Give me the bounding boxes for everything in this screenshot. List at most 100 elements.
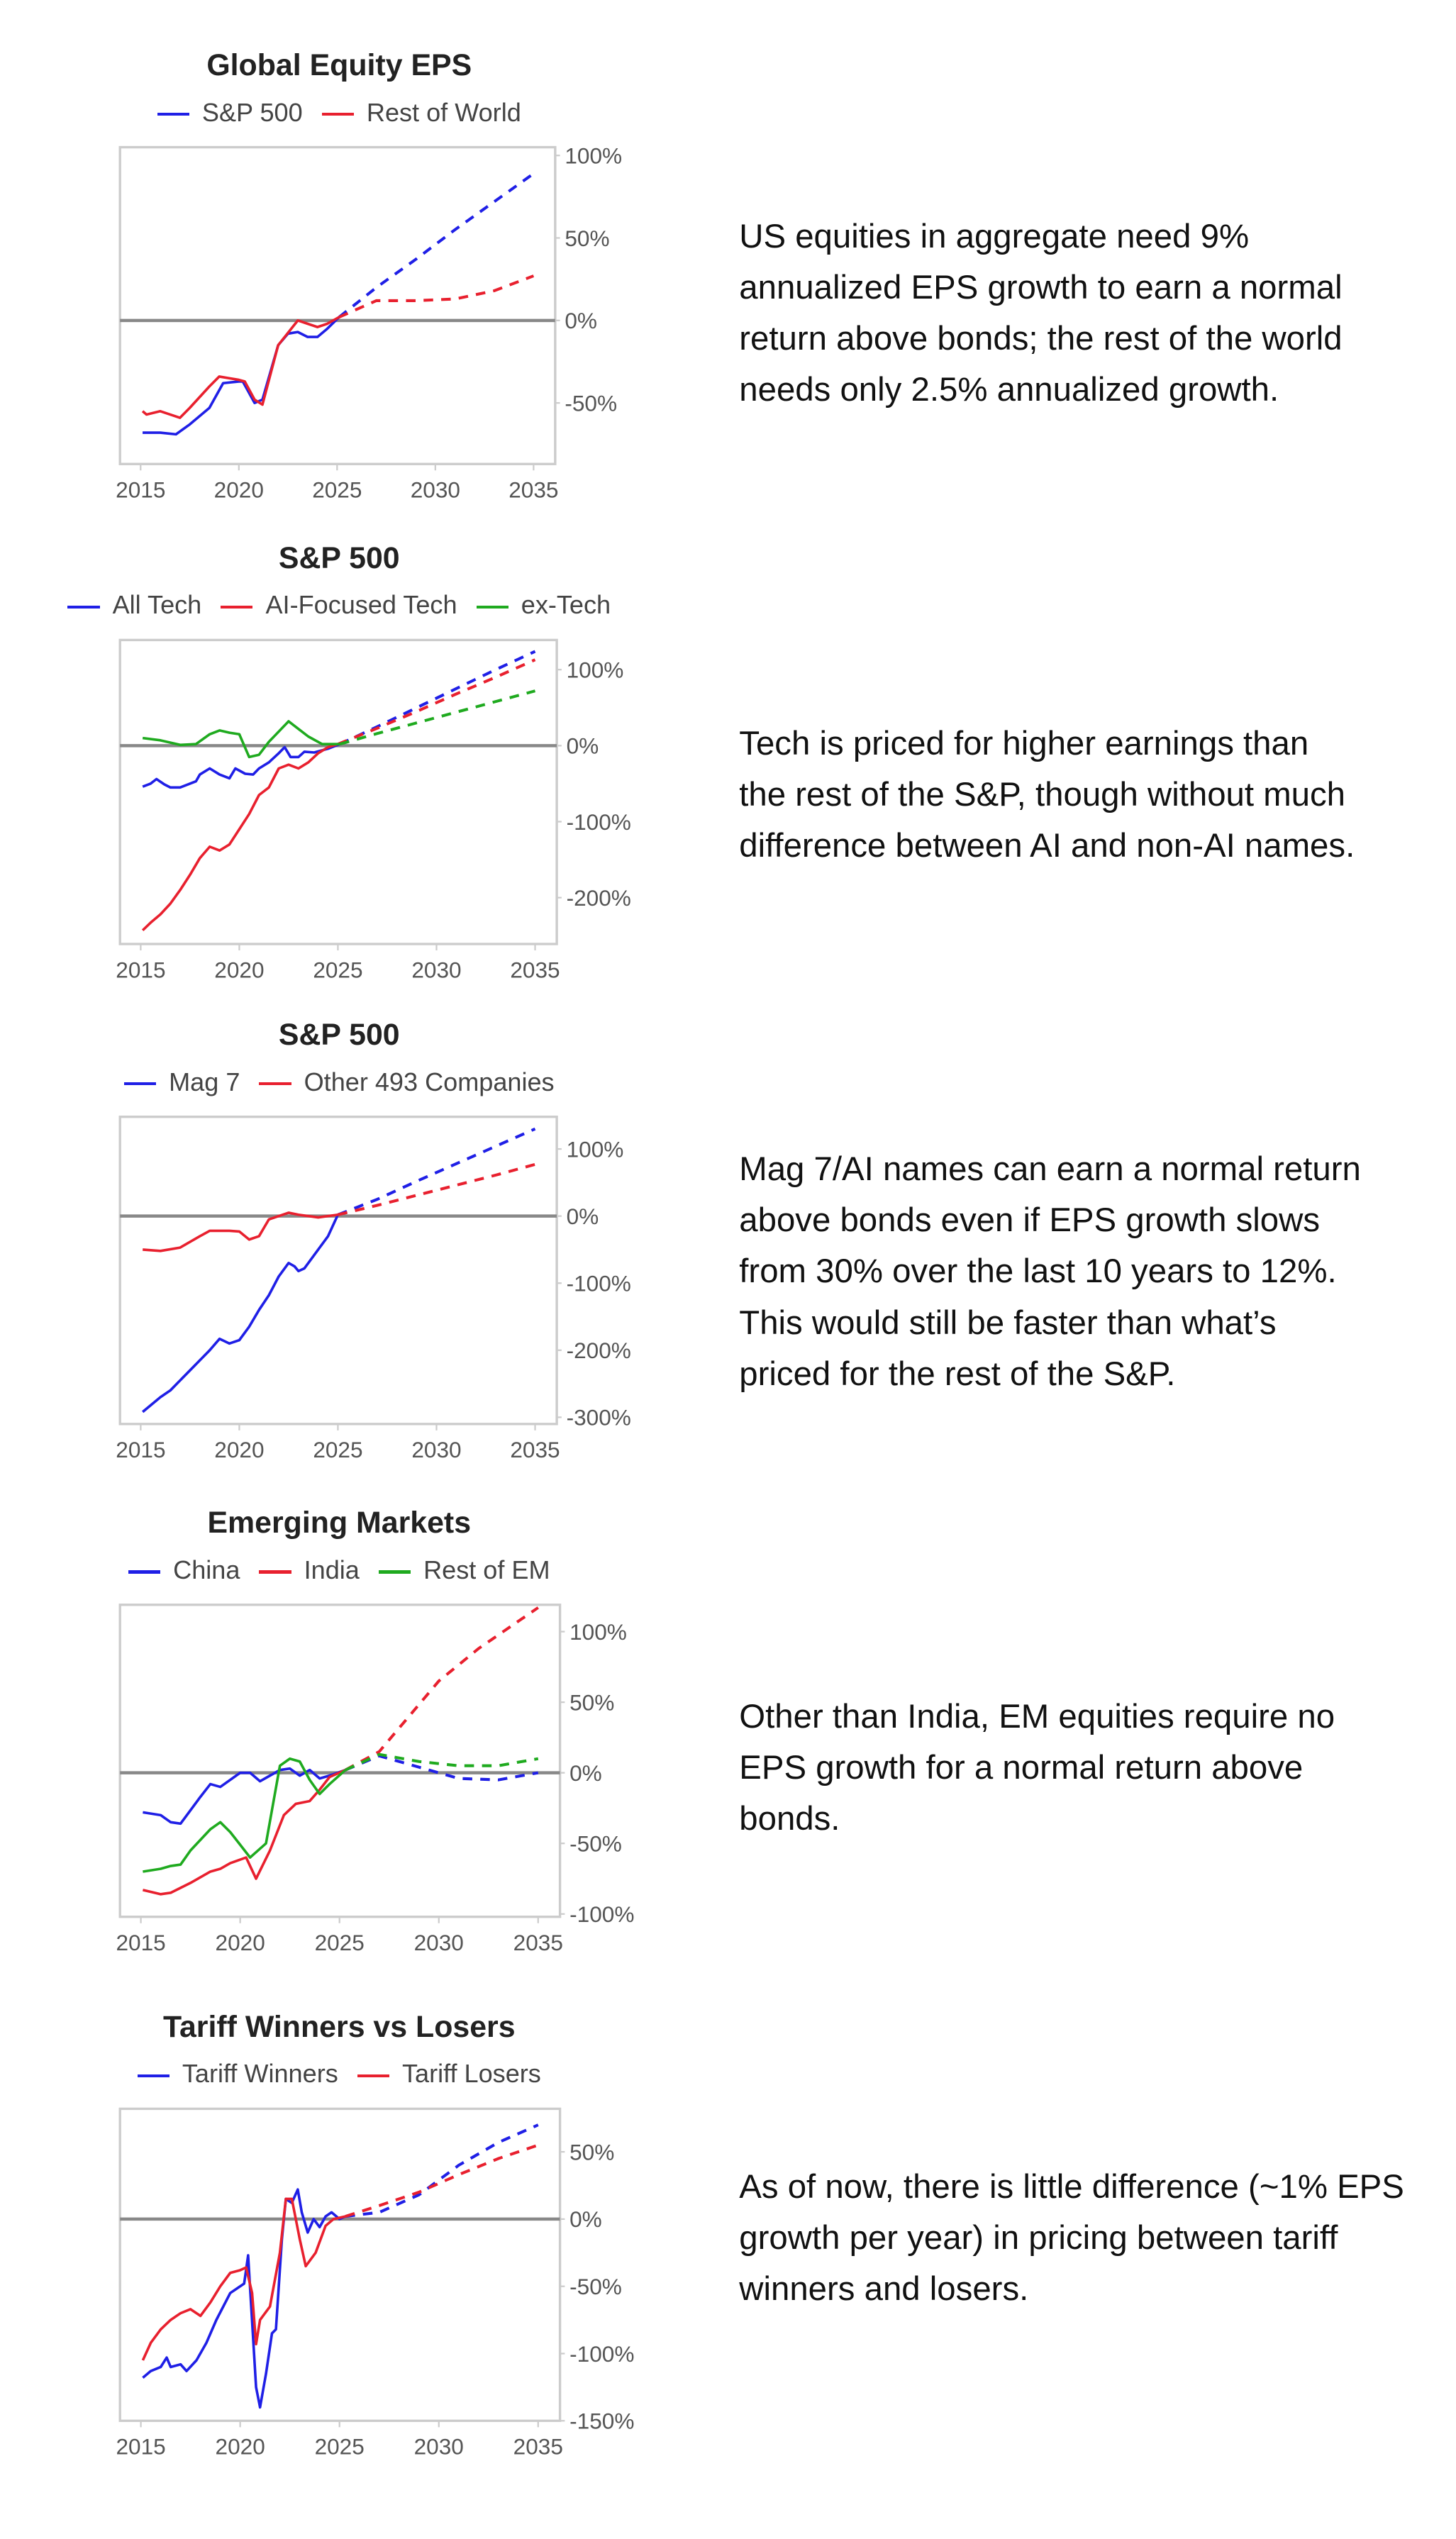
legend-item: AI-Focused Tech	[221, 590, 457, 620]
x-tick-label: 2015	[116, 1437, 165, 1462]
legend-label: Tariff Winners	[182, 2059, 338, 2089]
legend-label: India	[304, 1555, 360, 1584]
legend-swatch-icon	[321, 112, 354, 116]
y-tick-label: -200%	[567, 1338, 631, 1363]
commentary-line: US equities in aggregate need 9%	[739, 217, 1250, 255]
x-tick-label: 2020	[216, 2434, 265, 2460]
series-line-projection	[345, 1754, 539, 1782]
series-line-projection	[345, 2123, 539, 2218]
legend-label: ex-Tech	[521, 590, 611, 620]
chart-title: S&P 500	[278, 1017, 400, 1052]
legend-label: Mag 7	[169, 1067, 240, 1096]
x-tick-label: 2035	[510, 1437, 560, 1462]
x-tick-label: 2025	[313, 1437, 362, 1462]
x-tick-label: 2015	[116, 1930, 165, 1955]
y-tick-label: 100%	[565, 143, 622, 168]
series-line-historical	[142, 2188, 346, 2409]
x-tick-label: 2025	[315, 2434, 365, 2460]
chart-legend: All Tech AI-Focused Tech ex-Tech	[0, 590, 679, 620]
series-line-historical	[142, 720, 340, 759]
commentary-line: bonds.	[739, 1799, 840, 1838]
commentary-line: the rest of the S&P, though without much	[739, 776, 1346, 814]
series-line-projection	[345, 2143, 539, 2218]
series-line-historical	[142, 1214, 340, 1413]
legend-swatch-icon	[221, 605, 253, 609]
legend-swatch-icon	[476, 605, 509, 609]
x-tick-label: 2030	[411, 477, 460, 503]
x-tick-label: 2015	[116, 957, 165, 982]
chart-title: S&P 500	[278, 540, 400, 575]
legend-item: Other 493 Companies	[259, 1067, 555, 1097]
legend-item: Rest of World	[321, 97, 521, 128]
chart-title: Global Equity EPS	[206, 48, 472, 82]
legend-label: Rest of World	[366, 97, 521, 127]
commentary-line: winners and losers.	[739, 2270, 1029, 2309]
x-tick-label: 2035	[513, 1930, 563, 1955]
legend-label: S&P 500	[201, 97, 303, 127]
legend-label: China	[173, 1555, 240, 1584]
x-tick-label: 2025	[313, 957, 362, 982]
y-tick-label: -100%	[569, 2341, 634, 2367]
legend-item: S&P 500	[157, 98, 303, 128]
y-tick-label: -100%	[567, 1271, 631, 1296]
y-tick-label: 50%	[569, 2139, 614, 2165]
series-line-historical	[141, 2197, 346, 2361]
legend-item: Mag 7	[123, 1067, 240, 1097]
x-tick-label: 2025	[315, 1930, 365, 1955]
commentary-line: EPS growth for a normal return above	[739, 1748, 1304, 1787]
x-tick-label: 2025	[312, 477, 362, 503]
commentary-line: Other than India, EM equities require no	[739, 1697, 1335, 1735]
y-tick-label: 100%	[569, 1619, 627, 1645]
legend-swatch-icon	[378, 1570, 411, 1574]
commentary-line: As of now, there is little difference (~…	[739, 2167, 1404, 2206]
legend-label: Tariff Losers	[401, 2059, 541, 2089]
legend-item: All Tech	[67, 590, 201, 620]
commentary-line: difference between AI and non-AI names.	[739, 827, 1355, 865]
series-line-projection	[338, 274, 535, 319]
x-tick-label: 2020	[216, 1930, 265, 1955]
y-tick-label: 0%	[567, 1204, 599, 1229]
x-tick-label: 2020	[214, 477, 264, 503]
commentary-line: priced for the rest of the S&P.	[739, 1355, 1176, 1393]
commentary-line: from 30% over the last 10 years to 12%.	[739, 1252, 1337, 1291]
x-tick-label: 2035	[513, 2434, 563, 2460]
series-line-historical	[143, 316, 340, 436]
series-line-historical	[143, 1211, 338, 1252]
y-tick-label: -50%	[565, 390, 617, 416]
legend-swatch-icon	[128, 1570, 161, 1574]
commentary-text: As of now, there is little difference (~…	[739, 2162, 1404, 2316]
y-tick-label: -300%	[567, 1405, 631, 1430]
series-line-historical	[141, 743, 338, 932]
series-line-historical	[142, 743, 340, 789]
series-line-projection	[339, 650, 536, 746]
x-tick-label: 2020	[214, 957, 264, 982]
commentary-line: return above bonds; the rest of the worl…	[739, 320, 1343, 358]
y-tick-label: -200%	[567, 885, 631, 911]
y-tick-label: 0%	[569, 2206, 602, 2232]
x-tick-label: 2030	[414, 1930, 464, 1955]
commentary-text: Mag 7/AI names can earn a normal return a…	[739, 1144, 1361, 1400]
x-tick-label: 2035	[510, 957, 560, 982]
y-tick-label: -100%	[569, 1901, 634, 1927]
series-line-historical	[142, 1769, 346, 1896]
y-tick-label: -50%	[569, 2274, 622, 2299]
series-line-projection	[337, 1127, 536, 1216]
legend-item: Tariff Winners	[137, 2059, 338, 2089]
chart-legend: S&P 500 Rest of World	[0, 98, 679, 128]
commentary-line: above bonds even if EPS growth slows	[739, 1201, 1320, 1240]
y-tick-label: 50%	[569, 1689, 614, 1715]
series-line-projection	[345, 1752, 539, 1772]
legend-item: Rest of EM	[378, 1555, 550, 1585]
y-tick-label: -100%	[567, 809, 631, 835]
legend-item: China	[128, 1555, 240, 1585]
commentary-line: Mag 7/AI names can earn a normal return	[739, 1150, 1361, 1189]
chart-legend: China India Rest of EM	[0, 1555, 679, 1585]
x-tick-label: 2015	[116, 2434, 165, 2460]
y-tick-label: 0%	[567, 733, 599, 759]
legend-label: All Tech	[112, 590, 202, 620]
commentary-line: Tech is priced for higher earnings than	[739, 724, 1309, 762]
legend-swatch-icon	[259, 1082, 291, 1086]
